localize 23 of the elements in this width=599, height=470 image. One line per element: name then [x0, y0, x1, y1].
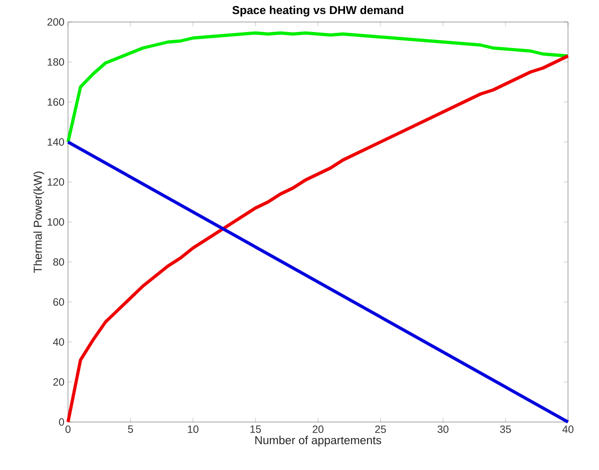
x-axis-title: Number of appartements	[255, 436, 382, 447]
x-tick-label: 30	[438, 426, 448, 433]
y-tick-label: 0	[59, 418, 64, 426]
y-tick-label: 200	[47, 18, 64, 26]
y-tick-label: 120	[48, 178, 64, 186]
chart-title: Space heating vs DHW demand	[232, 6, 404, 16]
y-tick-label: 20	[53, 378, 64, 386]
x-tick-label: 40	[562, 426, 574, 433]
y-axis-title: Thermal Power(kW)	[33, 172, 44, 273]
x-tick-label: 10	[188, 426, 198, 433]
y-tick-label: 180	[48, 58, 64, 66]
y-tick-label: 140	[48, 138, 64, 146]
y-tick-label: 60	[53, 298, 64, 306]
y-tick-label: 40	[53, 338, 64, 346]
x-tick-label: 5	[128, 426, 133, 433]
x-tick-label: 25	[375, 426, 386, 433]
x-tick-label: 20	[312, 426, 324, 433]
x-tick-label: 0	[65, 426, 70, 433]
x-tick-label: 35	[500, 426, 511, 433]
y-tick-label: 100	[48, 218, 64, 226]
y-tick-label: 160	[48, 98, 64, 106]
y-tick-label: 80	[53, 258, 64, 266]
x-tick-label: 15	[250, 426, 261, 433]
